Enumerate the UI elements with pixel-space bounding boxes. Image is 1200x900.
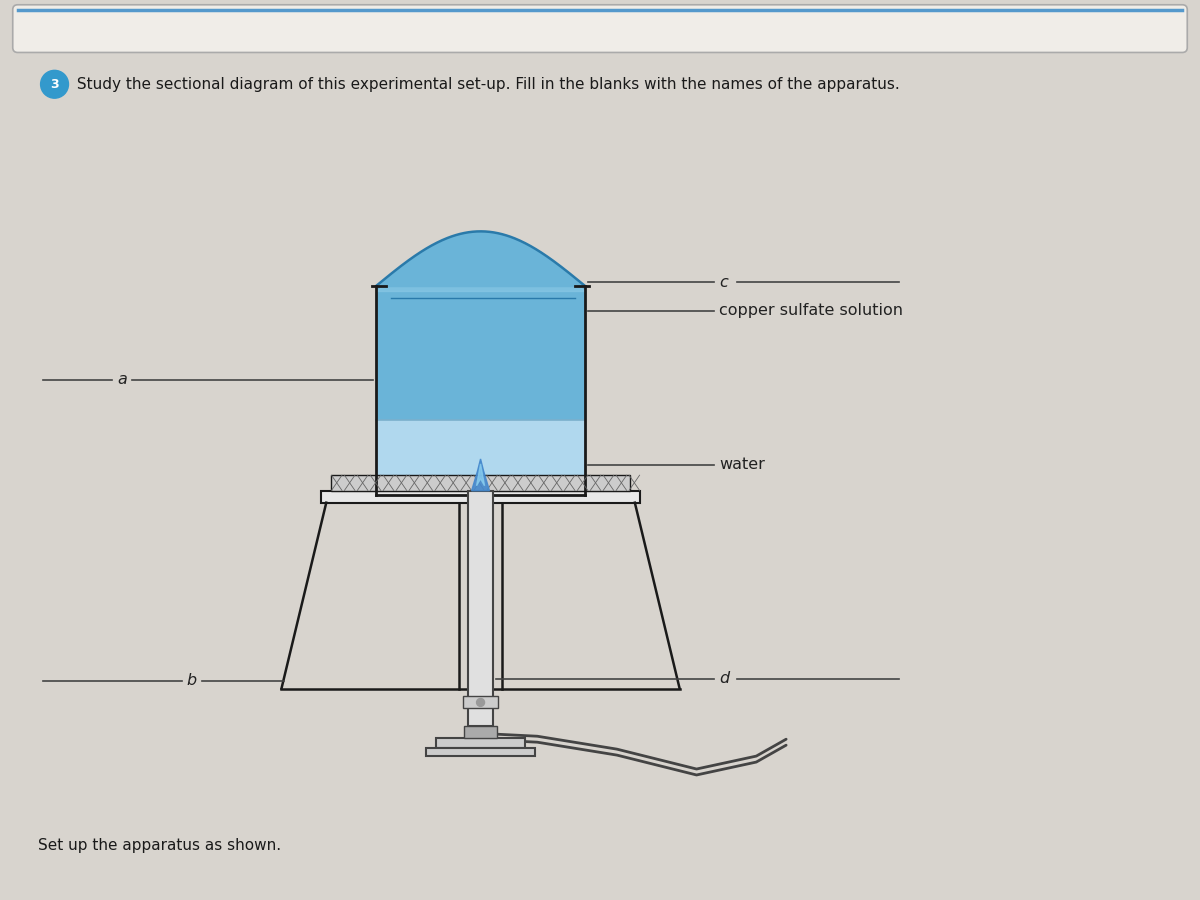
Circle shape — [41, 70, 68, 98]
Bar — [376, 286, 586, 420]
Text: Study the sectional diagram of this experimental set-up. Fill in the blanks with: Study the sectional diagram of this expe… — [72, 76, 900, 92]
Text: d: d — [720, 671, 730, 686]
Text: a: a — [118, 373, 127, 387]
Bar — [463, 697, 498, 708]
Polygon shape — [476, 464, 485, 486]
Bar — [426, 748, 535, 756]
Text: water: water — [720, 457, 766, 472]
Bar — [436, 738, 526, 748]
FancyBboxPatch shape — [13, 4, 1187, 52]
Bar — [331, 475, 630, 491]
Text: Set up the apparatus as shown.: Set up the apparatus as shown. — [37, 838, 281, 853]
Text: copper sulfate solution: copper sulfate solution — [720, 303, 904, 319]
Bar — [463, 726, 498, 738]
Polygon shape — [472, 459, 490, 490]
Text: b: b — [187, 673, 197, 689]
Bar — [376, 286, 586, 495]
Text: c: c — [720, 274, 728, 290]
Circle shape — [476, 698, 485, 706]
Text: 3: 3 — [50, 77, 59, 91]
Bar — [322, 491, 640, 503]
Bar — [376, 420, 586, 495]
Bar — [468, 491, 493, 726]
